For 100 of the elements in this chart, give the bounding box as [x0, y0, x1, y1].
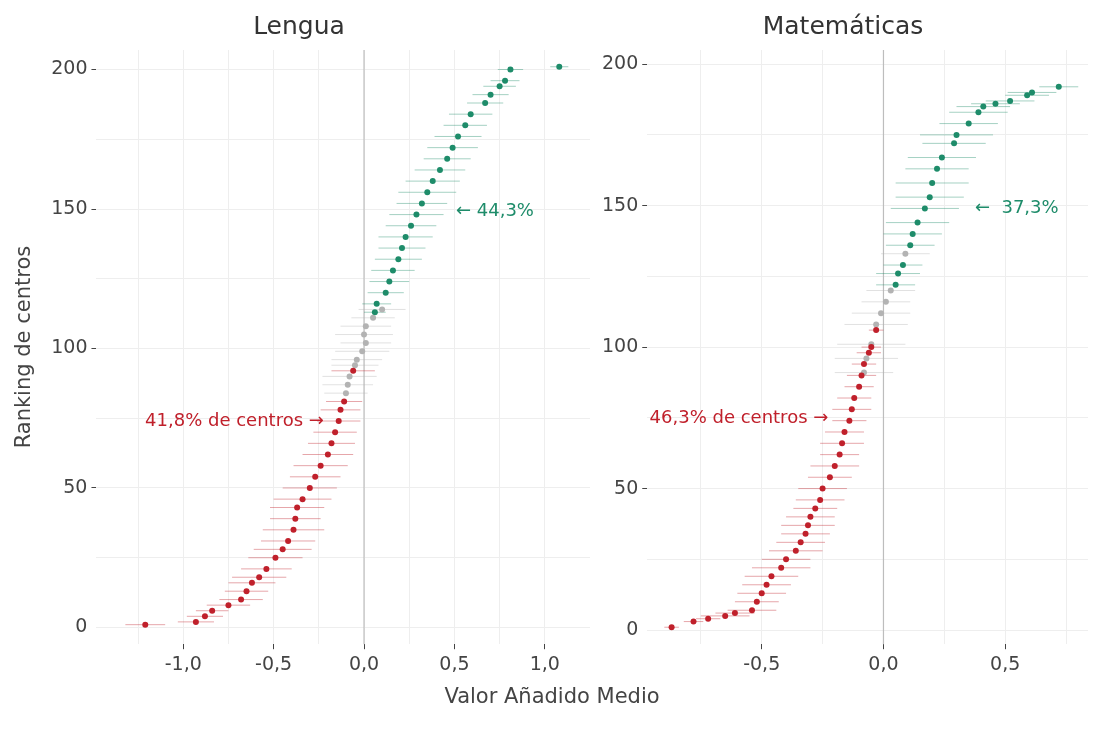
- annotation: ← 44,3%: [455, 199, 534, 221]
- point: [907, 242, 914, 249]
- chart-title: Matemáticas: [762, 10, 924, 40]
- point: [142, 621, 149, 628]
- annotation: 41,8% de centros →: [145, 408, 324, 430]
- y-tick-label: 50: [614, 475, 639, 498]
- point: [408, 222, 415, 229]
- point: [899, 262, 906, 269]
- point: [980, 103, 987, 110]
- y-tick-label: 200: [51, 56, 88, 79]
- point: [502, 77, 509, 84]
- annotation: 46,3% de centros →: [649, 405, 829, 427]
- point: [424, 189, 431, 196]
- point: [395, 256, 402, 263]
- point: [748, 607, 755, 614]
- point: [328, 440, 335, 447]
- point: [201, 613, 208, 620]
- x-tick-label: 0,5: [990, 651, 1021, 674]
- point: [243, 588, 250, 595]
- point: [804, 522, 811, 529]
- x-tick-label: 0,0: [348, 651, 380, 674]
- point: [344, 381, 351, 388]
- point: [263, 565, 270, 572]
- y-axis-title: Ranking de centros: [11, 245, 36, 449]
- point: [238, 596, 245, 603]
- point: [722, 612, 729, 619]
- point: [294, 504, 301, 511]
- point: [487, 91, 494, 98]
- point: [290, 526, 297, 533]
- point: [332, 429, 339, 436]
- point: [965, 120, 972, 127]
- point: [335, 418, 342, 425]
- point: [839, 440, 846, 447]
- point: [951, 140, 958, 147]
- point: [353, 356, 360, 363]
- point: [444, 155, 451, 162]
- point: [975, 109, 982, 116]
- point: [299, 496, 306, 503]
- point: [1055, 83, 1062, 90]
- point: [807, 513, 814, 520]
- point: [256, 574, 263, 581]
- point: [209, 607, 216, 614]
- point: [865, 349, 872, 356]
- point: [413, 211, 420, 218]
- point: [826, 474, 833, 481]
- x-tick-label: -1,0: [164, 651, 202, 674]
- point: [1024, 92, 1031, 99]
- point: [929, 179, 936, 186]
- point: [926, 194, 933, 201]
- point: [863, 355, 870, 362]
- annotation: ← 37,3%: [974, 196, 1059, 218]
- point: [812, 505, 819, 512]
- point: [379, 306, 386, 313]
- point: [1007, 97, 1014, 104]
- point: [556, 63, 563, 70]
- y-tick-label: 100: [602, 334, 639, 357]
- point: [668, 624, 675, 631]
- point: [882, 298, 889, 305]
- point: [418, 200, 425, 207]
- x-tick-label: 0,0: [868, 651, 899, 674]
- point: [705, 615, 712, 622]
- point: [887, 287, 894, 294]
- point: [783, 556, 790, 563]
- point: [953, 131, 960, 138]
- y-tick-label: 50: [63, 474, 88, 497]
- point: [398, 245, 405, 252]
- point: [797, 539, 804, 546]
- point: [731, 610, 738, 617]
- point: [317, 462, 324, 469]
- point: [778, 564, 785, 571]
- point: [371, 309, 378, 316]
- point: [758, 590, 765, 597]
- point: [690, 618, 697, 625]
- point: [342, 390, 349, 397]
- point: [921, 205, 928, 212]
- point: [361, 331, 368, 338]
- point: [467, 111, 474, 118]
- y-tick-label: 100: [51, 335, 88, 358]
- point: [763, 581, 770, 588]
- point: [306, 484, 313, 491]
- point: [346, 373, 353, 380]
- point: [938, 154, 945, 161]
- y-tick-label: 150: [51, 195, 88, 218]
- point: [382, 289, 389, 296]
- point: [482, 100, 489, 106]
- point: [192, 618, 199, 625]
- point: [841, 428, 848, 435]
- y-tick-label: 0: [626, 616, 639, 639]
- point: [873, 327, 880, 334]
- point: [279, 546, 286, 553]
- point: [351, 362, 358, 369]
- point: [362, 339, 369, 346]
- point: [768, 573, 775, 580]
- point: [248, 579, 255, 586]
- x-tick-label: 0,5: [439, 651, 470, 674]
- point: [337, 406, 344, 413]
- point: [1028, 89, 1035, 96]
- point: [362, 323, 369, 330]
- point: [860, 361, 867, 368]
- point: [350, 367, 357, 374]
